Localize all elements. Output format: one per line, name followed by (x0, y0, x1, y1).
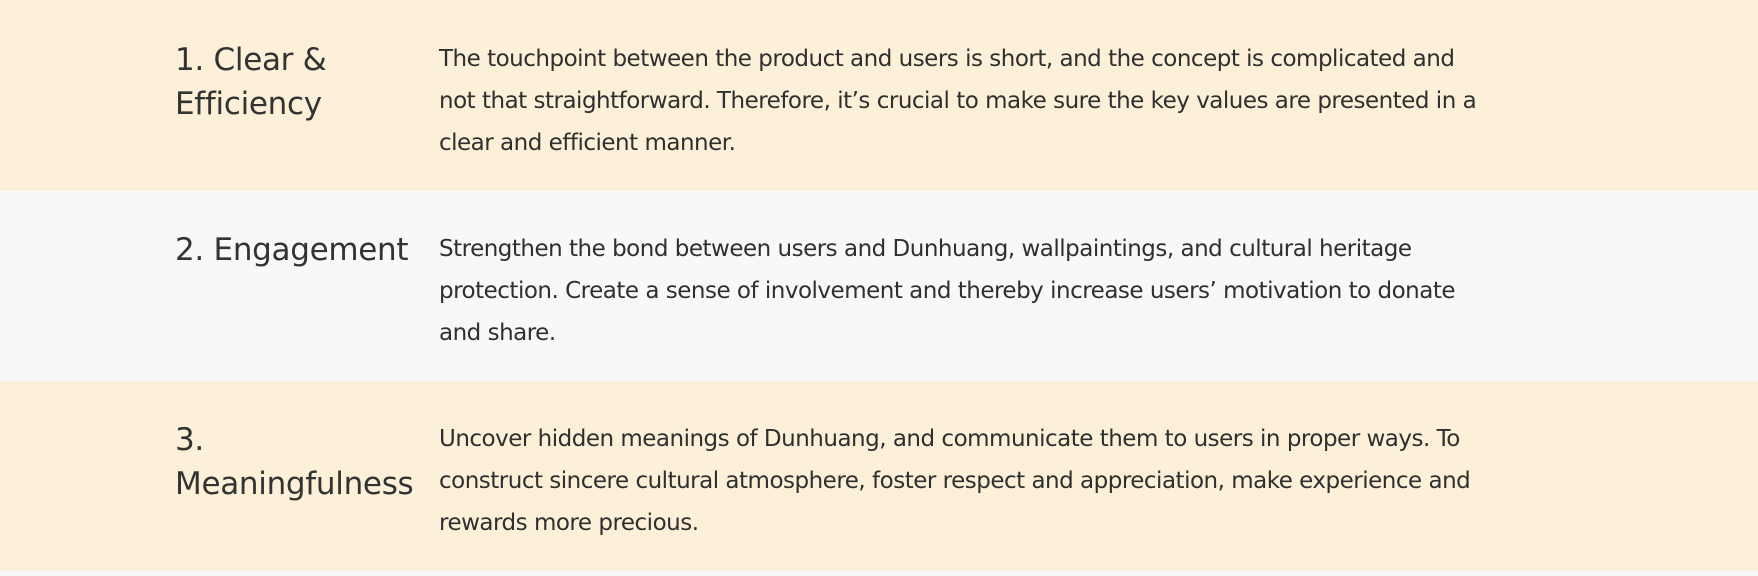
bottom-divider (0, 571, 1758, 576)
principle-row-engagement: 2. Engagement Strengthen the bond betwee… (0, 191, 1758, 381)
principle-heading: 2. Engagement (175, 232, 409, 268)
principle-heading: 3. Meaningfulness (175, 422, 414, 502)
principle-heading: 1. Clear & Efficiency (175, 42, 327, 122)
principle-row-clear-efficiency: 1. Clear & Efficiency The touchpoint bet… (0, 0, 1758, 191)
principle-description: The touchpoint between the product and u… (439, 46, 1477, 156)
principle-description: Strengthen the bond between users and Du… (439, 236, 1456, 346)
principle-description: Uncover hidden meanings of Dunhuang, and… (439, 426, 1471, 536)
principle-row-meaningfulness: 3. Meaningfulness Uncover hidden meaning… (0, 381, 1758, 571)
